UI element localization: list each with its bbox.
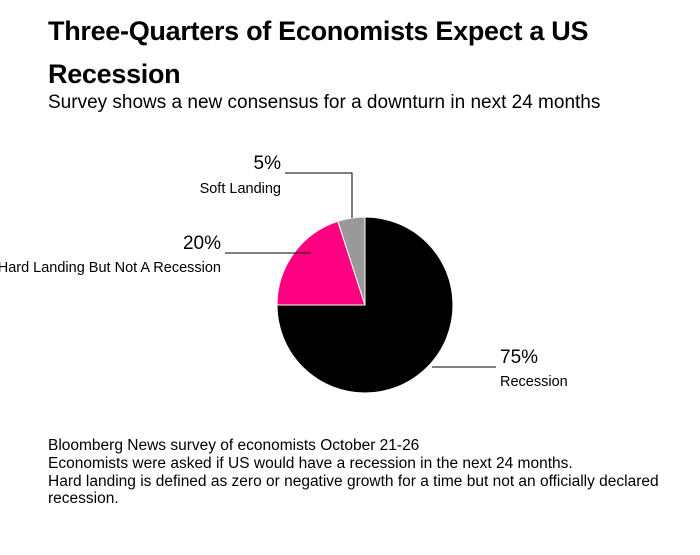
slice-category-label: Recession bbox=[500, 374, 568, 390]
pie-chart: 75% Recession 20% Hard Landing But Not A Re… bbox=[0, 153, 568, 394]
slice-category-label: Soft Landing bbox=[200, 181, 281, 197]
slice-category-label: Hard Landing But Not A Recession bbox=[0, 260, 221, 276]
chart-title: Three-Quarters of Economists Expect a US… bbox=[48, 16, 589, 89]
pie-slice-soft-landing bbox=[337, 216, 366, 306]
leader-line bbox=[285, 172, 353, 218]
chart-subtitle: Survey shows a new consensus for a downt… bbox=[48, 92, 601, 113]
definition-note: Hard landing is defined as zero or negat… bbox=[48, 472, 659, 508]
slice-value-label: 75% bbox=[500, 347, 538, 368]
question-note: Economists were asked if US would have a… bbox=[48, 454, 573, 472]
leader-lines bbox=[225, 172, 496, 368]
source-note: Bloomberg News survey of economists Octo… bbox=[48, 437, 420, 454]
slice-labels: 75% Recession 20% Hard Landing But Not A Re… bbox=[0, 153, 568, 390]
slice-value-label: 20% bbox=[183, 233, 221, 254]
slice-value-label: 5% bbox=[254, 153, 282, 174]
pie-slices bbox=[276, 216, 454, 394]
source-notes: Bloomberg News survey of economists Octo… bbox=[48, 437, 688, 508]
